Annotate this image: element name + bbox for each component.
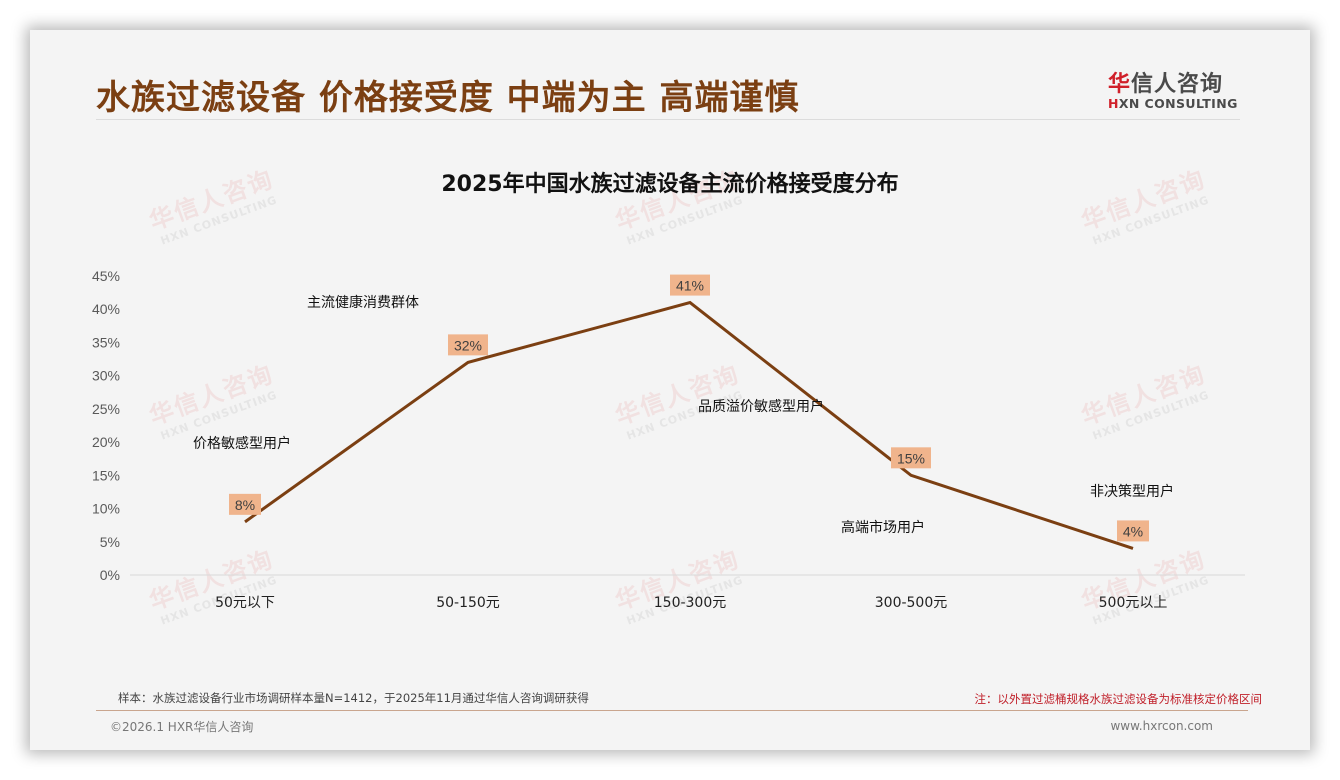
y-tick-label: 35% xyxy=(92,334,120,350)
y-tick-label: 20% xyxy=(92,434,120,450)
x-tick-label: 50-150元 xyxy=(436,595,500,611)
website-link[interactable]: www.hxrcon.com xyxy=(1110,719,1213,733)
x-tick-label: 300-500元 xyxy=(875,595,948,611)
value-label-bg xyxy=(891,447,931,469)
y-tick-label: 40% xyxy=(92,301,120,317)
title-divider xyxy=(96,119,1240,120)
x-tick-label: 50元以下 xyxy=(215,595,275,611)
y-tick-label: 10% xyxy=(92,501,120,517)
segment-annotation: 非决策型用户 xyxy=(1090,483,1174,500)
segment-annotation: 品质溢价敏感型用户 xyxy=(698,398,824,415)
value-label-bg xyxy=(1117,520,1149,542)
data-line xyxy=(244,300,1134,550)
x-tick-label: 150-300元 xyxy=(654,595,727,611)
y-tick-label: 5% xyxy=(100,534,120,550)
y-tick-label: 15% xyxy=(92,467,120,483)
y-tick-label: 0% xyxy=(100,567,120,583)
y-tick-label: 30% xyxy=(92,368,120,384)
page-title: 水族过滤设备 价格接受度 中端为主 高端谨慎 xyxy=(96,78,800,118)
footer-divider xyxy=(96,710,1248,711)
sample-note: 样本：水族过滤设备行业市场调研样本量N=1412，于2025年11月通过华信人咨… xyxy=(118,691,589,705)
segment-annotation: 主流健康消费群体 xyxy=(307,294,419,311)
segment-annotation: 高端市场用户 xyxy=(841,519,925,536)
value-label-bg xyxy=(448,334,488,356)
y-tick-label: 25% xyxy=(92,401,120,417)
slide: 华信人咨询 HXN CONSULTING 华信人咨询 HXN CONSULTIN… xyxy=(30,30,1310,750)
segment-annotation: 价格敏感型用户 xyxy=(193,435,291,452)
company-logo: 华信人咨询 HXN CONSULTING xyxy=(1108,66,1248,111)
value-label: 8% xyxy=(235,497,255,513)
y-tick-label: 45% xyxy=(92,268,120,284)
logo-cn: 华信人咨询 xyxy=(1108,72,1224,97)
value-label: 4% xyxy=(1123,523,1143,539)
value-label: 41% xyxy=(676,278,704,294)
chart-title: 2025年中国水族过滤设备主流价格接受度分布 xyxy=(441,172,899,197)
value-label-bg xyxy=(670,274,710,296)
copyright: ©2026.1 HXR华信人咨询 xyxy=(110,720,254,734)
line-chart: 0% 5% 10% 15% 20% 25% 30% 35% 40% 45% 50元以下 50-150元… xyxy=(92,268,1245,611)
price-note: 注：以外置过滤桶规格水族过滤设备为标准核定价格区间 xyxy=(974,692,1263,706)
logo-en: HXN CONSULTING xyxy=(1108,96,1238,111)
value-label: 32% xyxy=(454,337,482,353)
x-tick-label: 500元以上 xyxy=(1099,595,1168,611)
value-label: 15% xyxy=(897,450,925,466)
value-label-bg xyxy=(229,493,261,515)
